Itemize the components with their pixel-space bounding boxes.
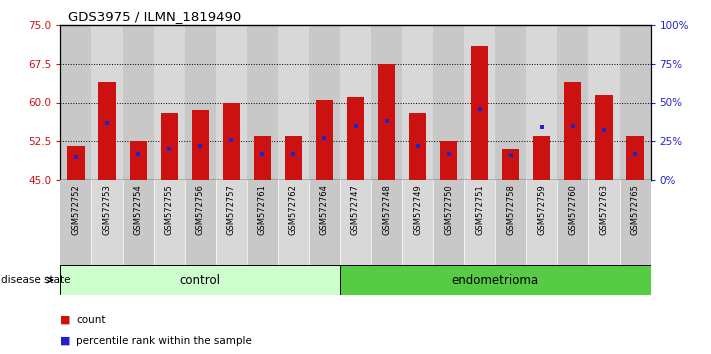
- Bar: [122, 25, 154, 180]
- Bar: [215, 25, 247, 180]
- Text: GSM572757: GSM572757: [227, 184, 236, 235]
- Bar: [278, 180, 309, 265]
- Text: percentile rank within the sample: percentile rank within the sample: [76, 336, 252, 346]
- Bar: [340, 265, 651, 295]
- Bar: [129, 141, 146, 180]
- Bar: [378, 64, 395, 180]
- Bar: [340, 180, 371, 265]
- Bar: [223, 103, 240, 180]
- Bar: [533, 136, 550, 180]
- Bar: [371, 25, 402, 180]
- Bar: [154, 25, 185, 180]
- Bar: [161, 113, 178, 180]
- Bar: [595, 95, 612, 180]
- Bar: [502, 149, 519, 180]
- Text: GSM572752: GSM572752: [72, 184, 80, 235]
- Text: GSM572760: GSM572760: [568, 184, 577, 235]
- Bar: [626, 136, 643, 180]
- Text: control: control: [180, 274, 220, 286]
- Bar: [557, 180, 589, 265]
- Bar: [92, 180, 122, 265]
- Bar: [471, 46, 488, 180]
- Text: GSM572765: GSM572765: [631, 184, 639, 235]
- Bar: [619, 180, 651, 265]
- Bar: [215, 180, 247, 265]
- Bar: [557, 25, 589, 180]
- Text: GSM572747: GSM572747: [351, 184, 360, 235]
- Text: GSM572755: GSM572755: [165, 184, 173, 235]
- Bar: [60, 265, 340, 295]
- Text: GSM572753: GSM572753: [102, 184, 112, 235]
- Bar: [309, 25, 340, 180]
- Bar: [440, 141, 457, 180]
- Bar: [60, 180, 92, 265]
- Text: GSM572758: GSM572758: [506, 184, 515, 235]
- Bar: [154, 180, 185, 265]
- Bar: [409, 113, 426, 180]
- Bar: [464, 25, 496, 180]
- Bar: [402, 25, 433, 180]
- Bar: [309, 180, 340, 265]
- Text: ■: ■: [60, 336, 71, 346]
- Text: GSM572763: GSM572763: [599, 184, 609, 235]
- Bar: [278, 25, 309, 180]
- Bar: [433, 25, 464, 180]
- Text: GSM572751: GSM572751: [475, 184, 484, 235]
- Bar: [192, 110, 209, 180]
- Bar: [92, 25, 122, 180]
- Text: GSM572750: GSM572750: [444, 184, 453, 235]
- Bar: [589, 25, 619, 180]
- Text: disease state: disease state: [1, 275, 71, 285]
- Bar: [316, 100, 333, 180]
- Bar: [464, 180, 496, 265]
- Bar: [589, 180, 619, 265]
- Bar: [565, 82, 582, 180]
- Bar: [68, 147, 85, 180]
- Text: count: count: [76, 315, 105, 325]
- Text: GDS3975 / ILMN_1819490: GDS3975 / ILMN_1819490: [68, 10, 241, 23]
- Bar: [496, 180, 526, 265]
- Text: GSM572754: GSM572754: [134, 184, 143, 235]
- Text: endometrioma: endometrioma: [451, 274, 539, 286]
- Bar: [60, 25, 92, 180]
- Bar: [185, 25, 215, 180]
- Bar: [402, 180, 433, 265]
- Bar: [254, 136, 271, 180]
- Text: GSM572759: GSM572759: [538, 184, 546, 235]
- Bar: [185, 180, 215, 265]
- Bar: [247, 180, 278, 265]
- Bar: [285, 136, 302, 180]
- Bar: [99, 82, 116, 180]
- Text: GSM572764: GSM572764: [320, 184, 329, 235]
- Bar: [526, 25, 557, 180]
- Bar: [122, 180, 154, 265]
- Bar: [247, 25, 278, 180]
- Bar: [340, 25, 371, 180]
- Text: GSM572762: GSM572762: [289, 184, 298, 235]
- Text: GSM572748: GSM572748: [382, 184, 391, 235]
- Bar: [371, 180, 402, 265]
- Bar: [526, 180, 557, 265]
- Bar: [433, 180, 464, 265]
- Bar: [619, 25, 651, 180]
- Text: GSM572749: GSM572749: [413, 184, 422, 235]
- Text: GSM572761: GSM572761: [258, 184, 267, 235]
- Text: GSM572756: GSM572756: [196, 184, 205, 235]
- Bar: [496, 25, 526, 180]
- Bar: [347, 97, 364, 180]
- Text: ■: ■: [60, 315, 71, 325]
